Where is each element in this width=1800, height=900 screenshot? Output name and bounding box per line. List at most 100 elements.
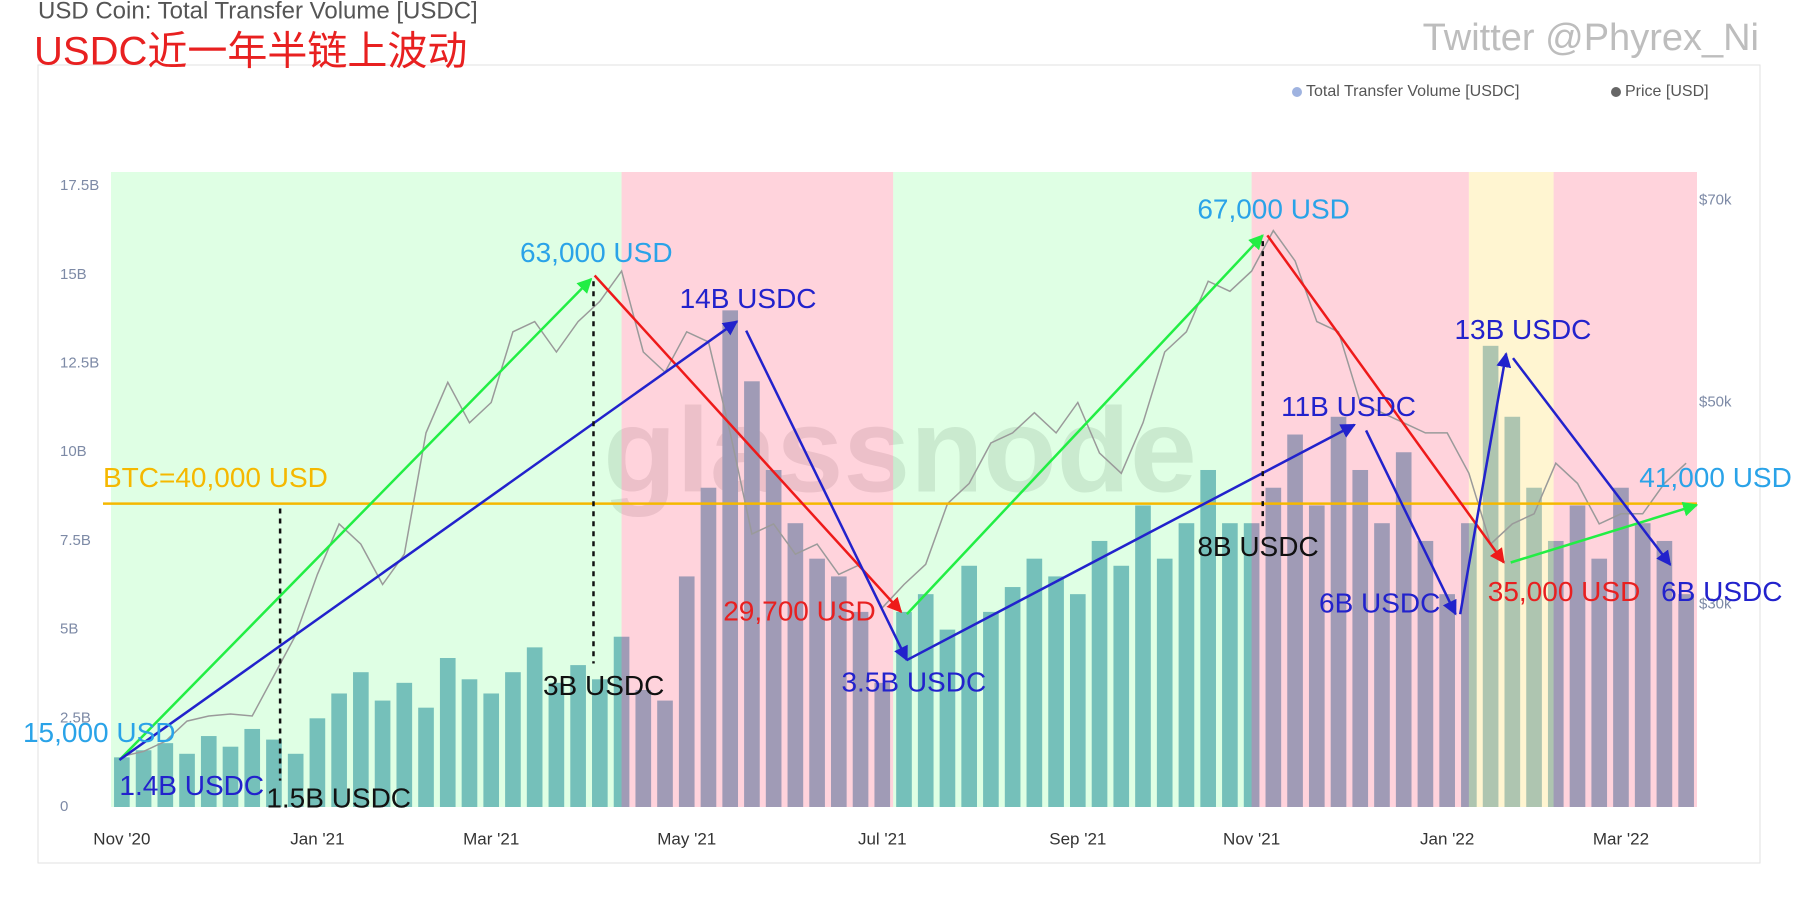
bar (1222, 523, 1238, 807)
bar (1547, 540, 1564, 807)
bar (722, 310, 739, 807)
bar (1526, 487, 1542, 807)
bar (353, 672, 369, 807)
bar (700, 487, 717, 807)
annotation: 67,000 USD (1197, 194, 1350, 225)
bar (1634, 523, 1651, 807)
bar (1069, 594, 1086, 807)
bar (874, 682, 891, 807)
bar (1591, 558, 1608, 807)
bar (461, 679, 478, 807)
bar (1439, 594, 1455, 807)
bar (1569, 505, 1586, 807)
legend-dot (1292, 87, 1302, 97)
x-tick-label: Sep '21 (1049, 829, 1106, 848)
bar (1374, 523, 1390, 807)
annotation: 29,700 USD (723, 595, 876, 626)
x-tick-label: Jan '21 (290, 829, 344, 848)
bar (1656, 540, 1673, 807)
x-tick-label: Mar '22 (1593, 829, 1649, 848)
y-tick-label: 12.5B (60, 355, 99, 372)
annotation: 63,000 USD (520, 237, 673, 268)
bar (548, 682, 565, 807)
bar (135, 750, 152, 807)
bar (1178, 523, 1195, 807)
bar (1308, 505, 1325, 807)
arrow (906, 423, 1356, 662)
bar (526, 647, 543, 807)
bar (505, 672, 521, 807)
annotation: 15,000 USD (23, 717, 176, 748)
bar (1417, 540, 1434, 807)
arrow (118, 277, 593, 761)
bar (266, 739, 282, 807)
y-tick-label: 0 (60, 798, 68, 815)
arrow (1364, 429, 1457, 616)
bar (1200, 469, 1216, 807)
arrow (905, 234, 1264, 616)
arrow (1512, 357, 1672, 566)
period-region (621, 172, 894, 807)
bar (1352, 469, 1369, 807)
x-tick-label: May '21 (657, 829, 716, 848)
legend-dot (1611, 87, 1621, 97)
annotation: 6B USDC (1661, 576, 1782, 607)
annotation: 1.4B USDC (119, 770, 264, 801)
bar (418, 707, 434, 807)
y-tick-label: 10B (60, 443, 87, 460)
bar (200, 736, 217, 807)
y-tick-label: 7.5B (60, 532, 91, 549)
annotation: 1.5B USDC (266, 783, 411, 814)
period-region (1553, 172, 1697, 807)
bar (331, 693, 347, 807)
bar (309, 718, 326, 807)
bar (635, 689, 652, 807)
y2-tick-label: $70k (1699, 191, 1732, 208)
bar (1395, 452, 1412, 807)
arrow (1266, 234, 1505, 564)
bar (1156, 558, 1173, 807)
bar (1113, 565, 1130, 807)
bar (1330, 416, 1347, 807)
period-region (111, 172, 622, 807)
bar (1678, 594, 1694, 807)
bar (1004, 587, 1021, 807)
bar (374, 700, 391, 807)
annotation: 3.5B USDC (841, 667, 986, 698)
bar (831, 576, 847, 807)
subtitle: USDC近一年半链上波动 (34, 30, 467, 74)
bar (1135, 505, 1151, 807)
bar (1243, 523, 1260, 807)
price-line (121, 229, 1687, 758)
annotation: 41,000 USD (1639, 462, 1792, 493)
bar (396, 682, 413, 807)
bar (1287, 434, 1303, 807)
bar (287, 753, 304, 807)
bar (657, 700, 673, 807)
bar (1265, 487, 1282, 807)
bar (222, 746, 239, 807)
bar (483, 693, 500, 807)
bar (439, 658, 456, 807)
bar (1091, 540, 1108, 807)
bar (765, 469, 782, 807)
x-tick-label: Jul '21 (858, 829, 907, 848)
period-region (893, 172, 1252, 807)
period-region (1251, 172, 1469, 807)
bar (179, 753, 195, 807)
annotation: 14B USDC (680, 283, 817, 314)
bar (1504, 416, 1521, 807)
bar (244, 728, 261, 807)
y-tick-label: 17.5B (60, 177, 99, 194)
x-tick-label: Nov '21 (1223, 829, 1280, 848)
bar (1026, 558, 1043, 807)
arrow (1510, 501, 1699, 564)
bar (1048, 576, 1064, 807)
y-tick-label: 2.5B (60, 709, 91, 726)
arrow (593, 274, 903, 613)
annotation: 11B USDC (1281, 391, 1416, 422)
annotation: 3B USDC (543, 670, 664, 701)
bar (787, 523, 804, 807)
x-tick-label: Nov '20 (93, 829, 150, 848)
